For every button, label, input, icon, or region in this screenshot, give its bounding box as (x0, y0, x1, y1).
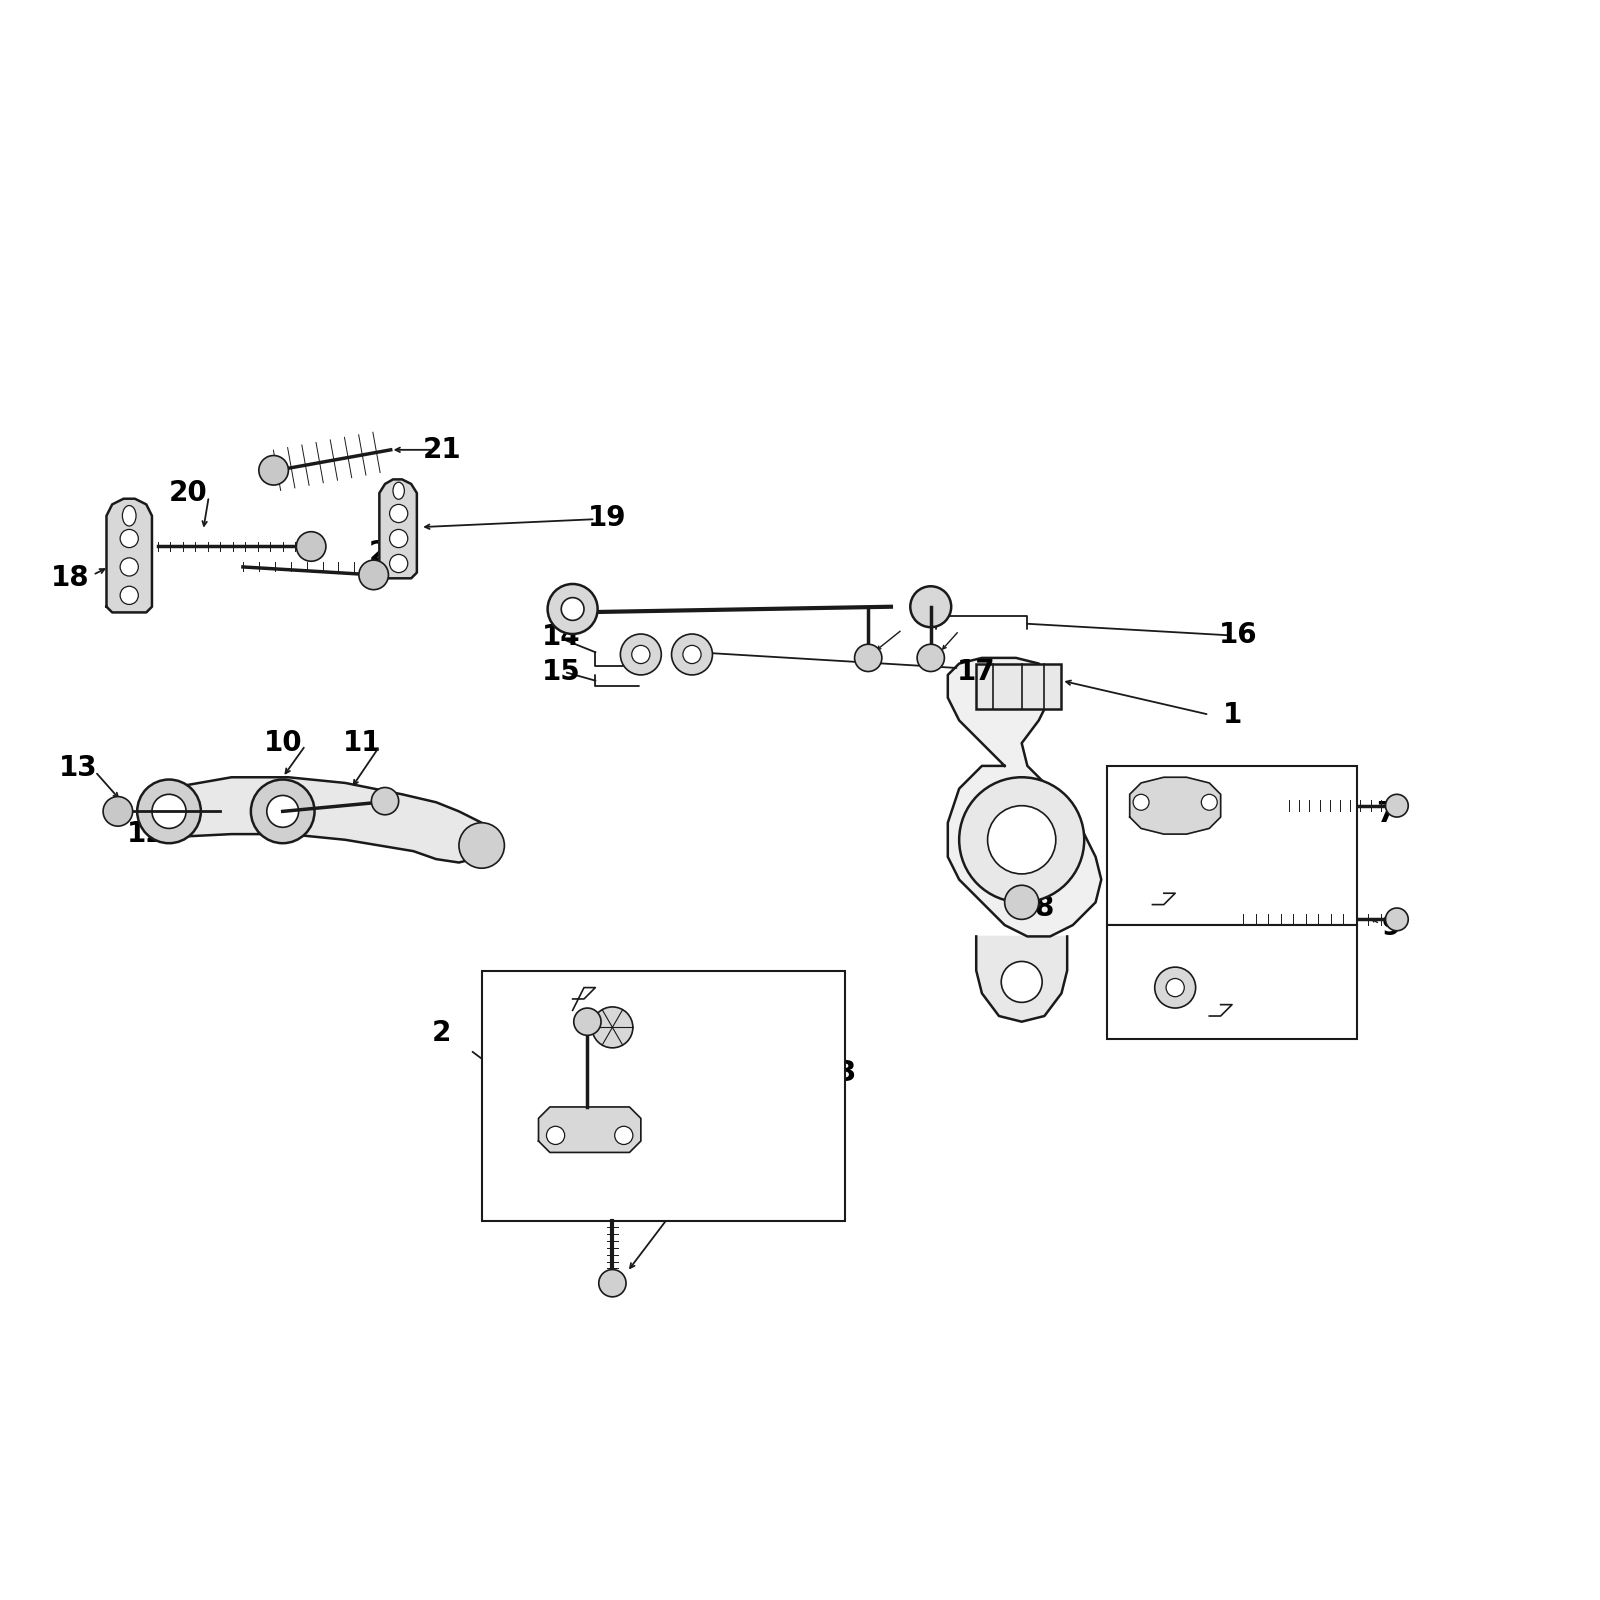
Circle shape (574, 1008, 602, 1035)
Text: 11: 11 (342, 730, 381, 757)
Circle shape (1002, 962, 1042, 1002)
Text: 19: 19 (587, 504, 626, 533)
Circle shape (459, 822, 504, 869)
Circle shape (1005, 885, 1038, 920)
Circle shape (358, 560, 389, 590)
Circle shape (389, 530, 408, 547)
Circle shape (987, 806, 1056, 874)
Circle shape (1166, 979, 1184, 997)
Text: 22: 22 (370, 539, 408, 568)
Text: 5: 5 (1142, 800, 1162, 827)
Text: 12: 12 (126, 821, 165, 848)
Ellipse shape (123, 506, 136, 526)
Circle shape (614, 1126, 634, 1144)
Circle shape (1386, 794, 1408, 818)
Circle shape (389, 504, 408, 523)
Polygon shape (152, 778, 493, 862)
Text: 4: 4 (677, 1187, 696, 1216)
Text: 13: 13 (59, 754, 98, 782)
Bar (1107, 925, 1357, 1038)
Circle shape (1133, 794, 1149, 810)
Text: 16: 16 (1218, 621, 1258, 650)
Circle shape (267, 795, 299, 827)
Circle shape (120, 530, 138, 547)
Circle shape (251, 779, 315, 843)
Polygon shape (1130, 778, 1221, 834)
Text: 9: 9 (1381, 914, 1402, 941)
Circle shape (1202, 794, 1218, 810)
Text: 17: 17 (957, 658, 995, 685)
Bar (1107, 766, 1357, 925)
Circle shape (1386, 909, 1408, 931)
Circle shape (120, 558, 138, 576)
Circle shape (562, 598, 584, 621)
Text: 1: 1 (1222, 701, 1242, 728)
Bar (482, 971, 845, 1221)
Circle shape (672, 634, 712, 675)
Circle shape (120, 586, 138, 605)
Circle shape (632, 645, 650, 664)
Text: 6: 6 (1205, 942, 1224, 971)
Circle shape (259, 456, 288, 485)
Circle shape (1155, 966, 1195, 1008)
Polygon shape (976, 936, 1067, 1022)
Polygon shape (107, 499, 152, 613)
Text: 3: 3 (835, 1059, 854, 1086)
Circle shape (917, 645, 944, 672)
Circle shape (592, 1006, 634, 1048)
Circle shape (152, 794, 186, 829)
Text: 21: 21 (422, 435, 461, 464)
Text: 2: 2 (432, 1019, 451, 1046)
Text: 20: 20 (170, 478, 208, 507)
Text: 7: 7 (1376, 800, 1395, 827)
Circle shape (138, 779, 202, 843)
Text: 14: 14 (542, 624, 581, 651)
Text: 8: 8 (1035, 894, 1054, 922)
Circle shape (910, 586, 952, 627)
Text: 10: 10 (264, 730, 302, 757)
Circle shape (621, 634, 661, 675)
Circle shape (854, 645, 882, 672)
Text: 18: 18 (51, 565, 90, 592)
Polygon shape (947, 658, 1101, 936)
Polygon shape (539, 1107, 642, 1152)
Circle shape (683, 645, 701, 664)
Circle shape (547, 584, 598, 634)
Circle shape (389, 555, 408, 573)
Circle shape (371, 787, 398, 814)
Circle shape (296, 531, 326, 562)
Ellipse shape (394, 482, 405, 499)
Text: 15: 15 (542, 658, 581, 685)
Bar (976, 664, 1061, 709)
Circle shape (958, 778, 1085, 902)
Circle shape (598, 1269, 626, 1298)
Circle shape (547, 1126, 565, 1144)
Polygon shape (379, 480, 418, 578)
Circle shape (102, 797, 133, 826)
